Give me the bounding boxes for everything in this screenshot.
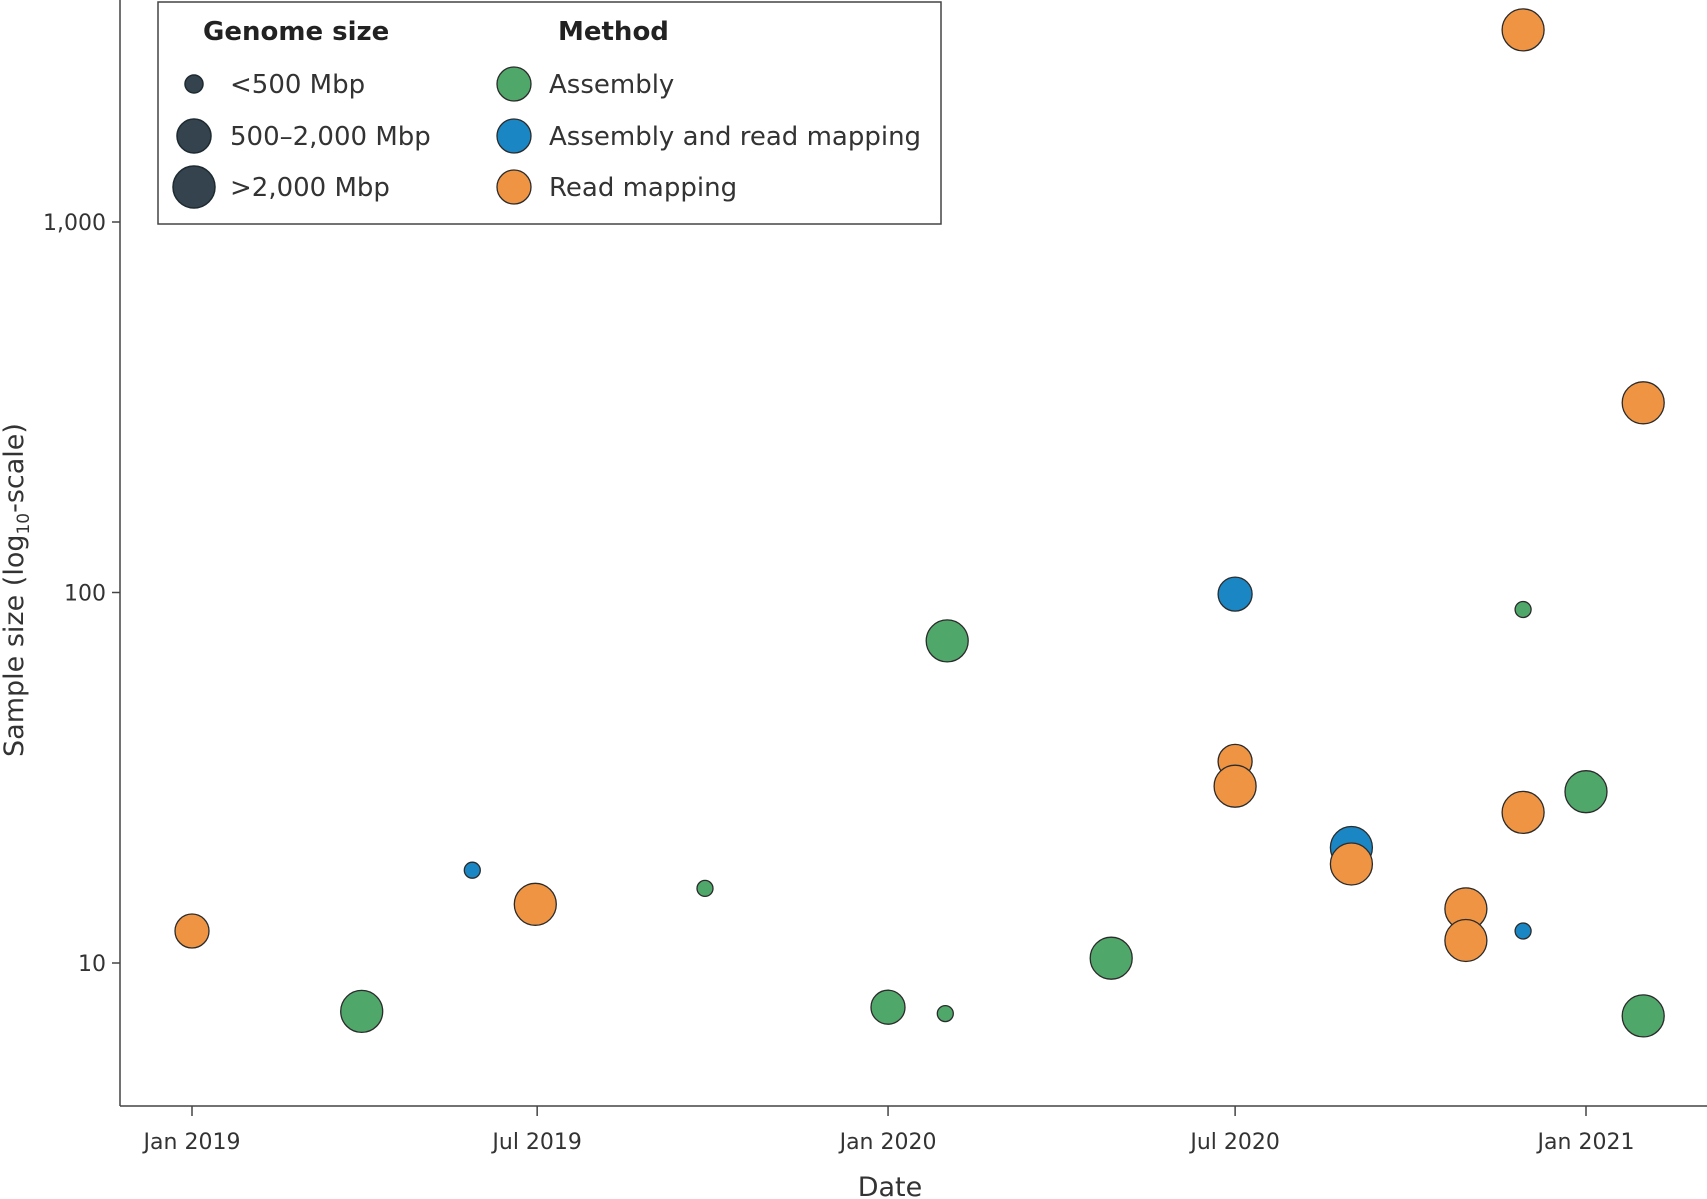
x-tick-label: Jan 2021 [1536,1130,1635,1155]
data-point-both-medium [1217,576,1253,612]
legend-method-label-read: Read mapping [549,173,737,203]
legend-size-swatch-medium [176,118,212,154]
y-tick-label: 1,000 [43,211,106,236]
legend-method-swatch-both [496,118,532,154]
data-point-read-large [1329,842,1374,886]
data-point-assembly-large [340,989,384,1034]
data-point-both-small [1514,922,1532,940]
y-axis-title-main: Sample size (log [0,535,30,757]
data-point-assembly-large [1564,770,1608,814]
data-point-read-large [1501,8,1545,52]
x-ticks: Jan 2019 Jul 2019 Jan 2020 Jul 2020 Jan 2021 [142,1106,1635,1155]
axes [119,0,1707,1107]
y-tick-label: 10 [78,952,106,977]
x-tick-label: Jul 2020 [1188,1130,1280,1155]
legend-size-label-large: >2,000 Mbp [230,173,390,203]
data-points [174,8,1665,1038]
data-point-read-large [513,882,557,926]
y-axis-title-subscript: 10 [14,513,34,535]
data-point-assembly-small [936,1004,954,1023]
y-axis-title-tail: -scale) [0,423,30,513]
data-point-read-large [1501,790,1545,835]
legend-method-label-both: Assembly and read mapping [549,122,921,152]
legend-size-swatch-large [172,165,216,209]
legend-method-swatch-assembly [496,66,532,102]
y-tick-label: 100 [64,582,106,607]
legend-size-title: Genome size [203,17,389,47]
legend-size-label-small: <500 Mbp [230,70,365,100]
legend: Genome size Method <500 Mbp 500–2,000 Mbp… [157,1,942,225]
legend-method-label-assembly: Assembly [549,70,674,100]
x-tick-label: Jan 2020 [838,1130,937,1155]
data-point-both-small [463,861,481,879]
data-point-assembly-large [1621,994,1665,1038]
data-point-read-large [1213,764,1257,808]
x-tick-label: Jul 2019 [490,1130,582,1155]
data-point-assembly-large [1089,936,1133,980]
legend-box [157,1,942,225]
x-tick-label: Jan 2019 [142,1130,241,1155]
legend-size-swatch-small [184,74,204,94]
data-point-assembly-small [1514,600,1532,619]
x-axis-title: Date [858,1172,923,1199]
data-point-read-large [1621,381,1665,425]
data-point-assembly-large [925,619,969,663]
y-ticks: 10 100 1,000 [43,211,120,977]
data-point-assembly-small [696,879,714,898]
legend-size-label-medium: 500–2,000 Mbp [230,122,431,152]
legend-method-items: Assembly Assembly and read mapping Read ma… [496,66,921,205]
legend-size-items: <500 Mbp 500–2,000 Mbp >2,000 Mbp [172,70,431,209]
data-point-assembly-medium [870,989,906,1025]
data-point-read-large [1444,918,1488,963]
y-axis-title: Sample size (log10-scale) [0,423,34,757]
data-point-read-medium [174,913,210,949]
legend-method-swatch-read [496,169,532,205]
legend-method-title: Method [558,17,669,47]
